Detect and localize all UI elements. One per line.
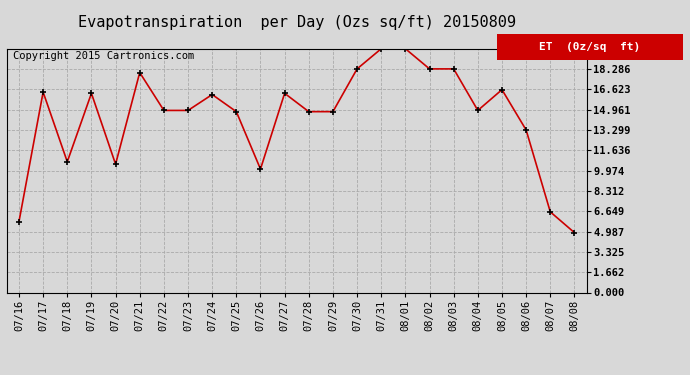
Text: Copyright 2015 Cartronics.com: Copyright 2015 Cartronics.com [12, 51, 194, 61]
Text: Evapotranspiration  per Day (Ozs sq/ft) 20150809: Evapotranspiration per Day (Ozs sq/ft) 2… [78, 15, 515, 30]
Text: ET  (0z/sq  ft): ET (0z/sq ft) [540, 42, 640, 52]
